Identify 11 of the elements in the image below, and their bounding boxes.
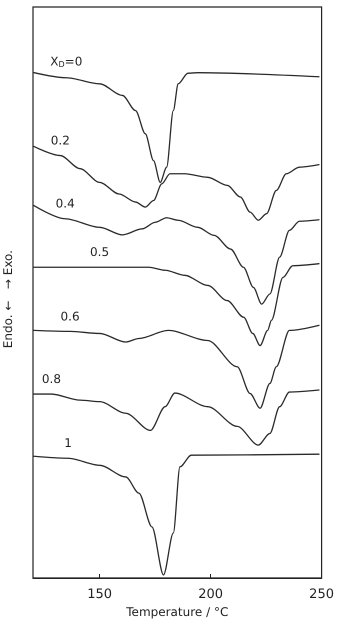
x-axis-title: Temperature / °C (125, 605, 228, 619)
x-tick-label: 250 (309, 587, 334, 602)
series-label: 0.4 (56, 196, 75, 211)
series-label: 1 (64, 436, 72, 450)
series-label: 0.8 (42, 372, 61, 386)
y-axis-title: Endo. ← → Exo. (1, 250, 15, 348)
series-label: 0.5 (90, 245, 110, 260)
x-tick-label: 200 (198, 587, 224, 602)
series-label: 0.6 (60, 309, 80, 324)
x-tick-label: 150 (87, 587, 112, 602)
series-label: 0.2 (50, 134, 70, 148)
